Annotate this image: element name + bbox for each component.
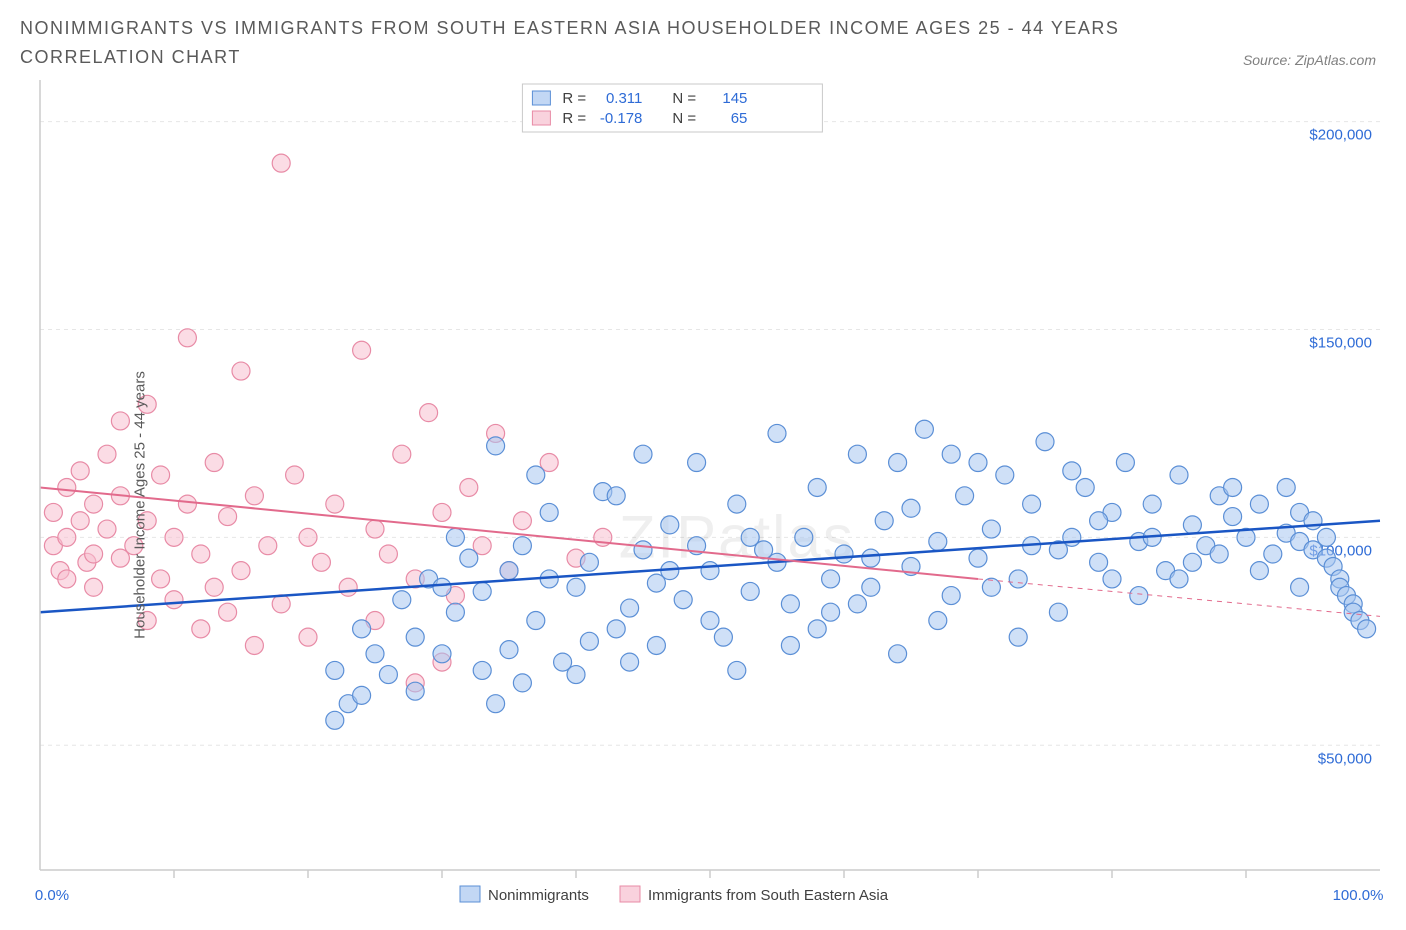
- svg-text:145: 145: [722, 90, 747, 107]
- correlation-scatter-plot: $50,000$100,000$150,000$200,000ZIPatlas0…: [0, 80, 1396, 930]
- svg-text:N =: N =: [672, 110, 696, 127]
- svg-text:0.0%: 0.0%: [35, 887, 69, 904]
- source-credit: Source: ZipAtlas.com: [1243, 52, 1386, 72]
- svg-text:$200,000: $200,000: [1309, 126, 1372, 143]
- svg-text:0.311: 0.311: [606, 90, 642, 107]
- svg-text:100.0%: 100.0%: [1333, 887, 1384, 904]
- svg-text:Nonimmigrants: Nonimmigrants: [488, 887, 589, 904]
- svg-text:R =: R =: [562, 90, 586, 107]
- svg-text:R =: R =: [562, 110, 586, 127]
- y-axis-label: Householder Income Ages 25 - 44 years: [131, 371, 148, 639]
- svg-text:$150,000: $150,000: [1309, 334, 1372, 351]
- svg-text:N =: N =: [672, 90, 696, 107]
- svg-text:$50,000: $50,000: [1318, 750, 1372, 767]
- svg-text:65: 65: [731, 110, 748, 127]
- chart-title: NONIMMIGRANTS VS IMMIGRANTS FROM SOUTH E…: [20, 14, 1120, 72]
- svg-text:-0.178: -0.178: [600, 110, 643, 127]
- svg-text:Immigrants from South Eastern: Immigrants from South Eastern Asia: [648, 887, 889, 904]
